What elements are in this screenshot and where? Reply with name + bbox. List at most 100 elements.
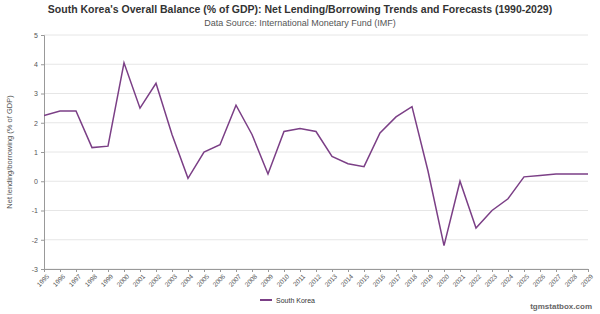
x-tick-mark [396,269,397,272]
x-tick: 1995 [35,269,50,288]
x-tick-label: 2028 [563,272,578,287]
x-tick: 2012 [307,269,322,288]
x-tick-mark [332,269,333,272]
x-tick-label: 2013 [323,272,338,287]
x-tick-mark [428,269,429,272]
series-line [44,63,588,246]
x-tick-mark [588,269,589,272]
y-tick-label: 3 [34,90,38,97]
x-tick-label: 2001 [131,272,146,287]
x-tick-label: 2019 [419,272,434,287]
x-tick-mark [92,269,93,272]
grid [44,35,588,269]
x-tick: 2018 [403,269,418,288]
chart: South Korea's Overall Balance (% of GDP)… [0,0,600,314]
x-tick-mark [124,269,125,272]
x-tick-mark [556,269,557,272]
y-axis: -3-2-1012345 [32,32,45,273]
x-tick: 2000 [115,269,130,288]
x-tick: 2005 [195,269,210,288]
x-tick-mark [284,269,285,272]
x-tick-mark [348,269,349,272]
y-tick: 4 [34,61,44,68]
x-tick-label: 2015 [355,272,370,287]
x-tick: 2017 [387,269,402,288]
x-tick: 2002 [147,269,162,288]
x-tick-mark [140,269,141,272]
x-tick-mark [172,269,173,272]
x-tick-label: 2002 [147,272,162,287]
x-tick-mark [156,269,157,272]
x-tick-label: 2004 [179,272,194,287]
x-tick-label: 2020 [435,272,450,287]
x-tick-mark [76,269,77,272]
y-tick-mark [41,123,44,124]
x-tick-label: 1996 [51,272,66,287]
y-tick-mark [41,35,44,36]
y-tick: 5 [34,32,44,39]
y-tick-label: 0 [34,178,38,185]
y-tick-mark [41,64,44,65]
x-tick-mark [524,269,525,272]
x-tick: 2028 [563,269,578,288]
x-tick-mark [444,269,445,272]
x-tick: 2014 [339,269,354,288]
y-tick-mark [41,181,44,182]
x-tick-label: 2006 [211,272,226,287]
y-tick-label: -1 [32,207,38,214]
x-tick-label: 2024 [499,272,514,287]
x-tick-label: 2017 [387,272,402,287]
y-tick-mark [41,211,44,212]
x-tick-mark [380,269,381,272]
x-tick: 2009 [259,269,274,288]
y-tick-label: 1 [34,149,38,156]
grid-line [44,210,588,211]
grid-line [44,122,588,123]
x-tick-mark [204,269,205,272]
x-tick-label: 2007 [227,272,242,287]
y-tick-label: -3 [32,266,38,273]
x-tick-label: 2014 [339,272,354,287]
x-tick: 2011 [292,269,307,288]
legend-swatch [260,299,272,301]
watermark: tgmstatbox.com [530,302,592,311]
x-tick: 2015 [355,269,370,288]
grid-line [44,93,588,94]
y-tick: -3 [32,266,44,273]
x-tick-label: 2003 [163,272,178,287]
y-tick: -2 [32,236,44,243]
x-tick-mark [316,269,317,272]
y-tick-label: 5 [34,32,38,39]
x-tick: 2003 [163,269,178,288]
x-tick-mark [412,269,413,272]
x-tick: 2020 [435,269,450,288]
x-tick-mark [364,269,365,272]
x-tick: 2029 [579,269,594,288]
x-tick-label: 2009 [259,272,274,287]
y-tick: 0 [34,178,44,185]
y-tick: -1 [32,207,44,214]
x-tick: 2027 [547,269,562,288]
x-tick: 1998 [83,269,98,288]
x-tick: 1999 [99,269,114,288]
x-tick-label: 2016 [371,272,386,287]
x-tick-label: 2026 [531,272,546,287]
x-tick: 2013 [323,269,338,288]
y-tick: 1 [34,149,44,156]
x-tick-label: 2021 [451,272,466,287]
x-tick-label: 1997 [67,272,82,287]
y-tick-label: -2 [32,236,38,243]
y-tick-mark [41,152,44,153]
x-tick-mark [508,269,509,272]
x-tick-mark [572,269,573,272]
x-tick: 2021 [451,269,466,288]
legend: South Korea [260,297,315,304]
x-tick-mark [300,269,301,272]
x-tick-label: 2018 [403,272,418,287]
x-tick-mark [108,269,109,272]
grid-line [44,239,588,240]
x-tick-mark [252,269,253,272]
x-tick-label: 2010 [275,272,290,287]
y-tick-label: 4 [34,61,38,68]
x-tick: 2001 [131,269,146,288]
